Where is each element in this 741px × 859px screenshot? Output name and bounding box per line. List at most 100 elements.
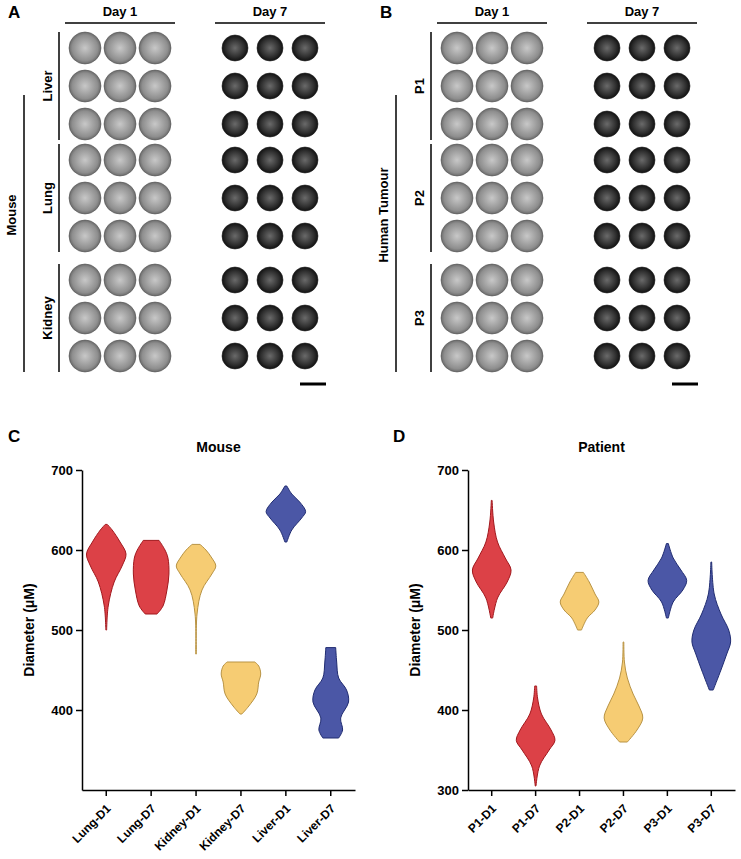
tick-mark <box>330 790 332 796</box>
tick: Lung-D1 <box>69 790 114 846</box>
tick: P2-D1 <box>553 790 587 836</box>
row-bracket <box>58 144 60 252</box>
spheroid-image <box>257 267 283 293</box>
spheroid-image <box>257 111 283 137</box>
spheroid-image <box>476 340 508 372</box>
tick-label: P1-D1 <box>465 801 499 835</box>
tick-label: 600 <box>437 543 459 558</box>
spheroid-image <box>664 305 690 331</box>
tick: 500 <box>51 623 82 638</box>
tick-mark <box>76 550 82 552</box>
tick-label: P2-D7 <box>597 801 631 835</box>
chart: 400500600700Lung-D1Lung-D7Kidney-D1Kidne… <box>8 427 356 853</box>
tick: 700 <box>437 463 468 478</box>
spheroid-image <box>476 144 508 176</box>
spheroid-image <box>69 182 101 214</box>
violin <box>221 662 261 714</box>
row-bracket <box>58 264 60 372</box>
spheroid-image <box>292 35 318 61</box>
tick-mark <box>667 790 669 796</box>
tick-label: Liver-D1 <box>249 801 293 845</box>
spheroid-image <box>257 185 283 211</box>
tick-mark <box>462 470 468 472</box>
spheroid-image <box>104 70 136 102</box>
x-axis: P1-D1 P1-D7 P2-D1 P2-D7 P3-D1 P3-D7 <box>465 790 735 836</box>
violin <box>266 486 306 542</box>
column-label: Day 7 <box>253 4 288 19</box>
violin <box>313 648 349 738</box>
spheroid-image <box>441 108 473 140</box>
spheroid-image <box>441 220 473 252</box>
violin <box>560 572 599 630</box>
row-bracket <box>430 264 432 372</box>
tick-mark <box>195 790 197 796</box>
spheroid-image <box>594 111 620 137</box>
violin <box>133 540 169 614</box>
spheroid-image <box>139 182 171 214</box>
tick-mark <box>240 790 242 796</box>
spheroid-image <box>69 70 101 102</box>
tick: 400 <box>51 703 82 718</box>
violin <box>692 562 731 690</box>
tick-mark <box>462 550 468 552</box>
spheroid-image <box>257 223 283 249</box>
group-bracket <box>23 95 25 372</box>
chart: 300 400 500 600 700 P1-D1 P1-D7 P2-D1 P2-D7 P3-D1… <box>393 427 736 836</box>
scale-bar <box>300 383 326 386</box>
row-label: P1 <box>412 78 427 94</box>
spheroid-image <box>629 147 655 173</box>
tick-mark <box>462 710 468 712</box>
spheroid-image <box>476 182 508 214</box>
tick: 400 <box>437 703 468 718</box>
spheroid-image <box>257 35 283 61</box>
tick: P3-D7 <box>685 790 719 836</box>
spheroid-image <box>441 340 473 372</box>
spheroid-image <box>104 108 136 140</box>
tick-label: P1-D7 <box>509 801 543 835</box>
spheroid-image <box>511 144 543 176</box>
spheroid-image <box>139 70 171 102</box>
tick-label: P3-D7 <box>685 801 719 835</box>
spheroid-image <box>222 343 248 369</box>
spheroid-image <box>594 223 620 249</box>
violin <box>516 686 555 786</box>
scale-bar <box>672 383 698 386</box>
tick-label: P2-D1 <box>553 801 587 835</box>
tick: 500 <box>437 623 468 638</box>
plot-area <box>472 500 730 786</box>
row-label: Lung <box>40 182 55 214</box>
spheroid-image <box>104 264 136 296</box>
tick-label: 400 <box>51 703 73 718</box>
panel-label: D <box>393 427 405 446</box>
spheroid-image <box>222 305 248 331</box>
tick: 600 <box>437 543 468 558</box>
spheroid-image <box>476 264 508 296</box>
spheroid-image <box>511 108 543 140</box>
tick: Liver-D7 <box>294 790 338 845</box>
spheroid-image <box>664 267 690 293</box>
violin <box>604 642 643 742</box>
spheroid-image <box>104 32 136 64</box>
tick-mark <box>76 470 82 472</box>
spheroid-image <box>629 267 655 293</box>
column-label: Day 1 <box>475 4 510 19</box>
tick-label: Kidney-D7 <box>197 801 249 853</box>
spheroid-image <box>629 111 655 137</box>
tick: 300 <box>437 783 468 798</box>
spheroid-image <box>139 340 171 372</box>
spheroid-image <box>257 147 283 173</box>
spheroid-image <box>511 340 543 372</box>
tick-mark <box>462 790 468 792</box>
spheroid-image <box>104 340 136 372</box>
spheroid-image <box>511 264 543 296</box>
spheroid-image <box>476 108 508 140</box>
tick-mark <box>535 790 537 796</box>
spheroid-image <box>664 185 690 211</box>
x-axis: Lung-D1Lung-D7Kidney-D1Kidney-D7Liver-D1… <box>69 790 355 853</box>
tick: P3-D1 <box>641 790 675 836</box>
spheroid-image <box>594 305 620 331</box>
violin <box>86 524 126 630</box>
group-bracket <box>395 95 397 372</box>
column-bracket <box>437 22 547 24</box>
row-bracket <box>430 32 432 140</box>
